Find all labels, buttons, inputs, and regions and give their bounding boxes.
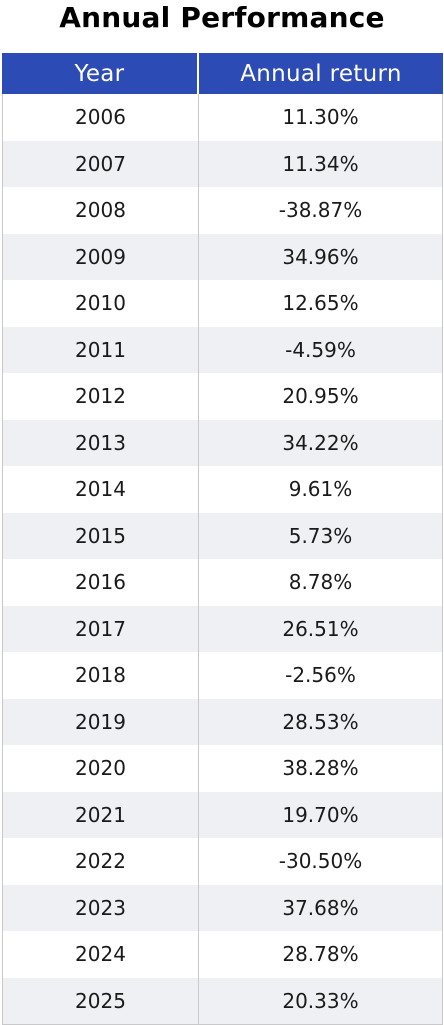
table-row: 2006 11.30% <box>2 94 443 141</box>
chart-title: Annual Performance <box>59 1 385 34</box>
cell-year: 2023 <box>2 884 199 931</box>
cell-year: 2021 <box>2 791 199 838</box>
cell-annual-return: 38.28% <box>199 745 443 792</box>
table-row: 2021 19.70% <box>2 791 443 838</box>
cell-annual-return: 9.61% <box>199 466 443 513</box>
cell-annual-return: 34.96% <box>199 233 443 280</box>
cell-year: 2024 <box>2 931 199 978</box>
cell-annual-return: -4.59% <box>199 326 443 373</box>
cell-annual-return: -38.87% <box>199 187 443 234</box>
table-row: 2014 9.61% <box>2 466 443 513</box>
table-row: 2018 -2.56% <box>2 652 443 699</box>
table-row: 2016 8.78% <box>2 559 443 606</box>
cell-year: 2022 <box>2 838 199 885</box>
cell-year: 2014 <box>2 466 199 513</box>
header-annual-return: Annual return <box>240 60 402 87</box>
cell-annual-return: -2.56% <box>199 652 443 699</box>
cell-annual-return: 11.34% <box>199 140 443 187</box>
table-row: 2023 37.68% <box>2 884 443 931</box>
header-year: Year <box>2 53 199 94</box>
cell-year: 2010 <box>2 280 199 327</box>
table-row: 2022 -30.50% <box>2 838 443 885</box>
cell-year: 2020 <box>2 745 199 792</box>
table-row: 2007 11.34% <box>2 140 443 187</box>
table-row: 2024 28.78% <box>2 931 443 978</box>
cell-annual-return: 11.30% <box>199 94 443 141</box>
cell-annual-return: 28.53% <box>199 698 443 745</box>
cell-year: 2006 <box>2 94 199 141</box>
cell-year: 2017 <box>2 605 199 652</box>
cell-annual-return: 5.73% <box>199 512 443 559</box>
cell-annual-return: 8.78% <box>199 559 443 606</box>
table-row: 2008 -38.87% <box>2 187 443 234</box>
table-row: 2012 20.95% <box>2 373 443 420</box>
performance-table: Year Annual return 2006 11.30% 2007 11.34% 2… <box>2 53 443 1025</box>
cell-year: 2015 <box>2 512 199 559</box>
cell-year: 2018 <box>2 652 199 699</box>
table-row: 2010 12.65% <box>2 280 443 327</box>
table-row: 2019 28.53% <box>2 698 443 745</box>
table-row: 2009 34.96% <box>2 233 443 280</box>
cell-annual-return: 28.78% <box>199 931 443 978</box>
cell-annual-return: 37.68% <box>199 884 443 931</box>
cell-year: 2011 <box>2 326 199 373</box>
cell-year: 2025 <box>2 977 199 1024</box>
cell-annual-return: 19.70% <box>199 791 443 838</box>
table-header: Year Annual return <box>2 53 443 94</box>
cell-annual-return: 12.65% <box>199 280 443 327</box>
cell-annual-return: -30.50% <box>199 838 443 885</box>
cell-annual-return: 34.22% <box>199 419 443 466</box>
cell-year: 2008 <box>2 187 199 234</box>
table-row: 2015 5.73% <box>2 512 443 559</box>
table-body: 2006 11.30% 2007 11.34% 2008 -38.87% 2009 34.96… <box>2 94 443 1025</box>
cell-annual-return: 20.95% <box>199 373 443 420</box>
cell-year: 2013 <box>2 419 199 466</box>
cell-year: 2019 <box>2 698 199 745</box>
cell-annual-return: 20.33% <box>199 977 443 1024</box>
table-row: 2020 38.28% <box>2 745 443 792</box>
table-row: 2017 26.51% <box>2 605 443 652</box>
table-row: 2011 -4.59% <box>2 326 443 373</box>
cell-annual-return: 26.51% <box>199 605 443 652</box>
cell-year: 2016 <box>2 559 199 606</box>
table-row: 2025 20.33% <box>2 977 443 1024</box>
cell-year: 2012 <box>2 373 199 420</box>
table-row: 2013 34.22% <box>2 419 443 466</box>
cell-year: 2007 <box>2 140 199 187</box>
cell-year: 2009 <box>2 233 199 280</box>
